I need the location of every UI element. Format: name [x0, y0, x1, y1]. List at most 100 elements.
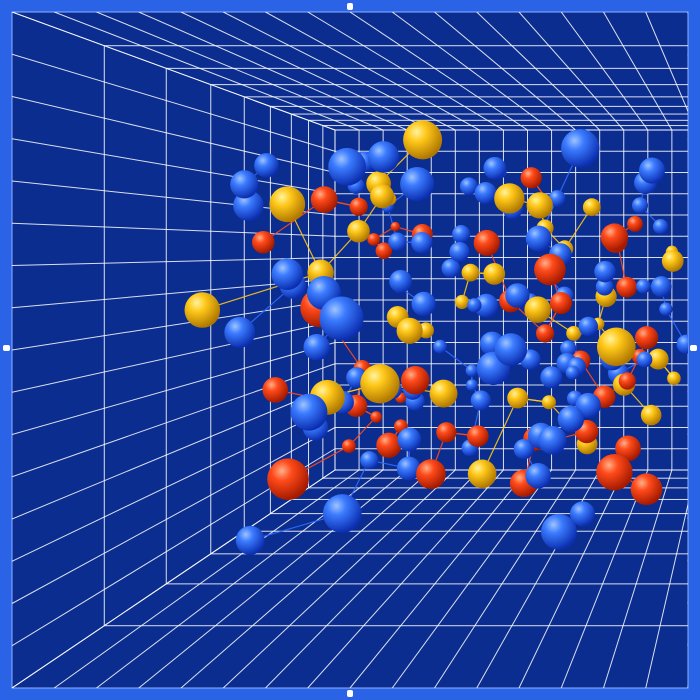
node-sphere: [433, 339, 447, 354]
grid-line: [434, 12, 576, 131]
node-sphere: [230, 170, 259, 199]
grid-line: [518, 12, 625, 131]
grid-line: [307, 12, 504, 131]
node-sphere: [494, 183, 525, 214]
node-sphere: [647, 348, 669, 370]
node-sphere: [376, 432, 402, 458]
grid-line: [12, 427, 336, 604]
node-sphere: [652, 218, 669, 235]
node-sphere: [271, 258, 304, 291]
node-sphere: [290, 393, 328, 431]
grid-line: [180, 469, 432, 688]
resize-handle[interactable]: [347, 3, 353, 10]
grid-line: [180, 12, 432, 131]
grid-line: [560, 469, 649, 688]
resize-handle[interactable]: [690, 345, 697, 351]
node-sphere: [319, 296, 364, 341]
grid-line: [12, 299, 336, 351]
node-sphere: [483, 263, 506, 285]
grid-line: [12, 384, 336, 520]
node-sphere: [436, 422, 457, 443]
node-sphere: [494, 333, 528, 366]
node-sphere: [367, 233, 381, 246]
node-sphere: [466, 425, 489, 447]
node-sphere: [267, 458, 309, 501]
node-sphere: [525, 225, 552, 252]
node-sphere: [269, 186, 306, 223]
grid-line: [560, 12, 649, 131]
node-sphere: [640, 404, 662, 426]
node-sphere: [474, 293, 499, 318]
node-sphere: [360, 364, 400, 404]
node-sphere: [370, 184, 395, 209]
node-sphere: [388, 232, 407, 251]
node-sphere: [569, 501, 595, 527]
node-sphere: [303, 334, 330, 361]
node-sphere: [520, 167, 542, 189]
grid-line: [391, 469, 552, 688]
grid-line: [265, 469, 480, 688]
node-sphere: [347, 219, 370, 243]
grid-line: [12, 405, 336, 562]
node-sphere: [184, 292, 221, 328]
grid-line: [12, 138, 336, 195]
node-sphere: [575, 392, 601, 419]
node-sphere: [526, 192, 553, 219]
grid-line: [434, 469, 577, 688]
node-sphere: [578, 316, 599, 337]
grid-line: [603, 469, 673, 688]
node-sphere: [636, 351, 653, 368]
grid-line: [349, 469, 528, 688]
grid-line: [12, 257, 336, 266]
node-sphere: [650, 276, 672, 297]
grid-line: [476, 12, 601, 131]
node-sphere: [615, 435, 641, 462]
node-sphere: [525, 462, 551, 489]
grid-line: [12, 342, 336, 435]
node-sphere: [594, 260, 616, 283]
node-sphere: [416, 459, 446, 489]
node-sphere: [524, 296, 551, 323]
node-sphere: [367, 141, 400, 173]
node-sphere: [635, 326, 659, 350]
node-sphere: [676, 334, 688, 354]
grid-line: [222, 469, 456, 688]
node-sphere: [630, 473, 663, 506]
grid-line: [645, 502, 688, 688]
node-sphere: [582, 198, 601, 217]
grid-line: [645, 12, 688, 113]
resize-handle[interactable]: [3, 345, 10, 351]
node-sphere: [549, 291, 572, 315]
grid-line: [265, 12, 480, 131]
node-sphere: [507, 387, 529, 409]
viewport: [11, 11, 689, 689]
node-sphere: [600, 223, 629, 251]
node-sphere: [565, 365, 580, 380]
node-sphere: [618, 372, 636, 390]
grid-line: [54, 12, 360, 131]
node-sphere: [627, 216, 643, 232]
grid-line: [138, 469, 408, 688]
node-sphere: [631, 197, 649, 214]
node-sphere: [470, 390, 491, 411]
node-sphere: [403, 120, 443, 160]
node-sphere: [557, 405, 585, 433]
node-sphere: [411, 291, 436, 317]
node-sphere: [390, 221, 400, 232]
node-sphere: [411, 232, 433, 254]
node-sphere: [224, 316, 256, 348]
grid-line: [391, 12, 552, 131]
node-sphere: [534, 253, 566, 286]
node-sphere: [667, 371, 681, 386]
node-sphere: [541, 513, 577, 550]
node-sphere: [360, 451, 379, 470]
node-sphere: [661, 250, 684, 272]
node-sphere: [467, 298, 482, 313]
grid-line: [518, 469, 625, 688]
node-sphere: [454, 294, 470, 310]
resize-handle[interactable]: [347, 690, 353, 697]
node-sphere: [328, 147, 366, 186]
node-sphere: [400, 366, 430, 395]
